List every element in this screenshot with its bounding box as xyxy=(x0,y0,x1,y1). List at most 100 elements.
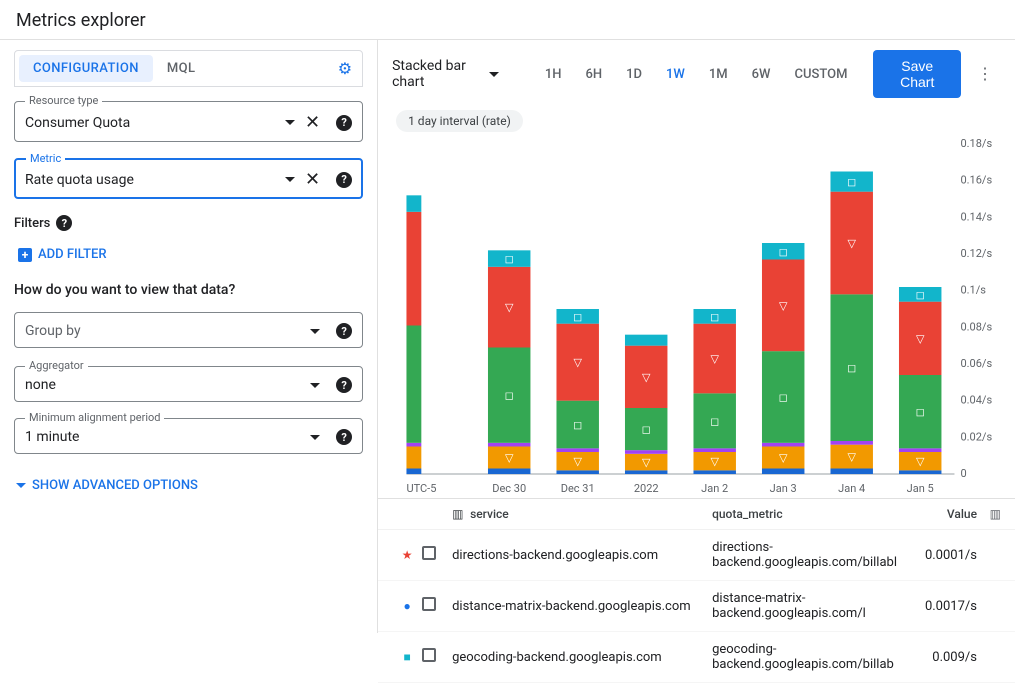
svg-text:▽: ▽ xyxy=(848,451,857,464)
svg-text:0.02/s: 0.02/s xyxy=(961,430,993,443)
svg-text:◻: ◻ xyxy=(916,288,925,301)
legend-quota: directions-backend.googleapis.com/billab… xyxy=(712,540,897,570)
plus-icon: + xyxy=(18,248,32,262)
range-1m[interactable]: 1M xyxy=(699,61,738,88)
svg-text:UTC-5: UTC-5 xyxy=(407,482,437,495)
svg-text:0.1/s: 0.1/s xyxy=(961,284,987,297)
svg-text:Dec 31: Dec 31 xyxy=(561,482,595,495)
svg-text:◻: ◻ xyxy=(505,389,514,402)
chart-type-select[interactable]: Stacked bar chart xyxy=(392,58,509,90)
group-by-placeholder: Group by xyxy=(25,323,310,339)
series-checkbox[interactable] xyxy=(422,597,436,611)
svg-text:▽: ▽ xyxy=(711,455,720,468)
svg-text:Jan 3: Jan 3 xyxy=(770,482,797,495)
svg-text:▽: ▽ xyxy=(848,237,857,250)
svg-text:◻: ◻ xyxy=(573,419,582,432)
resource-type-field[interactable]: Resource type Consumer Quota ✕ ? xyxy=(14,101,363,142)
legend-value: 0.0017/s xyxy=(897,599,977,614)
chevron-down-icon[interactable] xyxy=(285,177,295,182)
help-icon[interactable]: ? xyxy=(336,172,352,188)
legend-service: directions-backend.googleapis.com xyxy=(452,548,712,563)
range-1w[interactable]: 1W xyxy=(656,61,695,88)
chart-panel: Stacked bar chart 1H6H1D1W1M6WCUSTOM Sav… xyxy=(378,40,1015,633)
legend-service: distance-matrix-backend.googleapis.com xyxy=(452,599,712,614)
legend-col-value: Value xyxy=(897,507,977,521)
series-marker: ● xyxy=(392,599,422,613)
range-1h[interactable]: 1H xyxy=(535,61,572,88)
chart-toolbar: Stacked bar chart 1H6H1D1W1M6WCUSTOM Sav… xyxy=(378,40,1015,110)
help-icon[interactable]: ? xyxy=(336,377,352,393)
chevron-down-icon xyxy=(16,483,26,488)
svg-text:0.06/s: 0.06/s xyxy=(961,357,993,370)
chevron-down-icon[interactable] xyxy=(285,120,295,125)
filters-label: Filters xyxy=(14,216,50,231)
svg-text:▽: ▽ xyxy=(574,455,583,468)
legend-row[interactable]: ■geocoding-backend.googleapis.comgeocodi… xyxy=(378,632,1015,683)
chevron-down-icon[interactable] xyxy=(310,383,320,388)
help-icon[interactable]: ? xyxy=(56,215,72,231)
range-1d[interactable]: 1D xyxy=(616,61,652,88)
tab-configuration[interactable]: CONFIGURATION xyxy=(19,55,153,82)
config-tabs: CONFIGURATION MQL ⚙ xyxy=(14,50,363,87)
help-icon[interactable]: ? xyxy=(336,323,352,339)
svg-text:▽: ▽ xyxy=(711,353,720,366)
range-6h[interactable]: 6H xyxy=(576,61,613,88)
legend-row[interactable]: ★ directions-backend.googleapis.comdirect… xyxy=(378,530,1015,581)
time-range-group: 1H6H1D1W1M6WCUSTOM xyxy=(535,61,858,88)
alignment-period-value: 1 minute xyxy=(25,429,310,445)
metric-value: Rate quota usage xyxy=(25,172,285,188)
svg-text:◻: ◻ xyxy=(779,245,788,258)
legend-quota: geocoding-backend.googleapis.com/billab xyxy=(712,642,897,672)
filters-heading: Filters ? xyxy=(14,215,363,231)
aggregator-field[interactable]: Aggregator none ? xyxy=(14,366,363,402)
more-icon[interactable]: ⋮ xyxy=(969,66,1001,82)
add-filter-button[interactable]: + ADD FILTER xyxy=(14,241,363,268)
aggregator-value: none xyxy=(25,377,310,393)
series-marker: ★ xyxy=(392,548,422,562)
chevron-down-icon[interactable] xyxy=(310,329,320,334)
svg-text:◻: ◻ xyxy=(505,253,514,266)
alignment-period-field[interactable]: Minimum alignment period 1 minute ? xyxy=(14,418,363,454)
series-checkbox[interactable] xyxy=(422,648,436,662)
svg-text:0: 0 xyxy=(961,467,967,480)
svg-text:▽: ▽ xyxy=(642,456,651,469)
svg-text:▽: ▽ xyxy=(505,301,514,314)
clear-icon[interactable]: ✕ xyxy=(305,169,320,190)
series-checkbox[interactable] xyxy=(422,546,436,560)
show-advanced-label: SHOW ADVANCED OPTIONS xyxy=(32,478,198,493)
aggregator-label: Aggregator xyxy=(25,359,88,372)
tab-mql[interactable]: MQL xyxy=(153,55,210,82)
column-options-icon[interactable]: ▥ xyxy=(977,507,1001,521)
range-custom[interactable]: CUSTOM xyxy=(785,61,858,88)
legend-col-service: service xyxy=(470,507,509,521)
chevron-down-icon[interactable] xyxy=(310,435,320,440)
legend-service: geocoding-backend.googleapis.com xyxy=(452,650,712,665)
gear-icon[interactable]: ⚙ xyxy=(332,55,358,82)
help-icon[interactable]: ? xyxy=(336,115,352,131)
legend-value: 0.009/s xyxy=(897,650,977,665)
svg-text:Jan 2: Jan 2 xyxy=(701,482,728,495)
show-advanced-button[interactable]: SHOW ADVANCED OPTIONS xyxy=(14,470,363,501)
svg-text:▽: ▽ xyxy=(916,332,925,345)
svg-text:0.14/s: 0.14/s xyxy=(961,210,993,223)
interval-chip: 1 day interval (rate) xyxy=(396,110,523,132)
svg-text:0.08/s: 0.08/s xyxy=(961,320,993,333)
clear-icon[interactable]: ✕ xyxy=(305,112,320,133)
svg-text:Dec 30: Dec 30 xyxy=(492,482,526,495)
legend-row[interactable]: ●distance-matrix-backend.googleapis.comd… xyxy=(378,581,1015,632)
add-filter-label: ADD FILTER xyxy=(38,247,107,262)
svg-text:▽: ▽ xyxy=(642,371,651,384)
svg-text:2022: 2022 xyxy=(634,482,659,495)
columns-icon: ▥ xyxy=(452,507,466,521)
svg-text:◻: ◻ xyxy=(710,310,719,323)
metric-field[interactable]: Metric Rate quota usage ✕ ? xyxy=(14,158,363,199)
range-6w[interactable]: 6W xyxy=(742,61,781,88)
svg-text:0.18/s: 0.18/s xyxy=(961,138,993,150)
svg-text:▽: ▽ xyxy=(574,356,583,369)
legend-header: ▥service quota_metric Value ▥ xyxy=(378,499,1015,530)
svg-text:0.16/s: 0.16/s xyxy=(961,174,993,187)
help-icon[interactable]: ? xyxy=(336,429,352,445)
group-by-field[interactable]: Group by ? xyxy=(14,312,363,348)
svg-text:0.12/s: 0.12/s xyxy=(961,247,993,260)
save-chart-button[interactable]: Save Chart xyxy=(873,50,961,98)
